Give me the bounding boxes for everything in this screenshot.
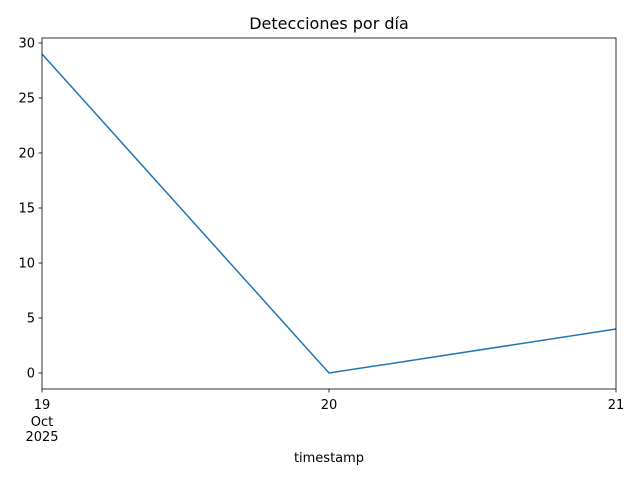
y-tick-label: 30 [18,36,35,51]
y-tick-label: 25 [18,91,35,106]
x-tick-label: 19 [34,398,51,413]
y-tick-label: 0 [27,367,35,382]
x-tick-sublabel: 2025 [25,430,58,445]
y-tick-label: 5 [27,312,35,327]
x-tick-sublabel: Oct [31,415,53,430]
y-tick-label: 10 [18,257,35,272]
chart-title: Detecciones por día [249,14,409,33]
y-tick-label: 15 [18,201,35,216]
x-tick-label: 20 [321,398,338,413]
x-tick-label: 21 [608,398,625,413]
x-axis-label: timestamp [294,451,364,466]
plot-frame [41,37,617,390]
y-tick-label: 20 [18,146,35,161]
series-line-0 [41,53,617,374]
